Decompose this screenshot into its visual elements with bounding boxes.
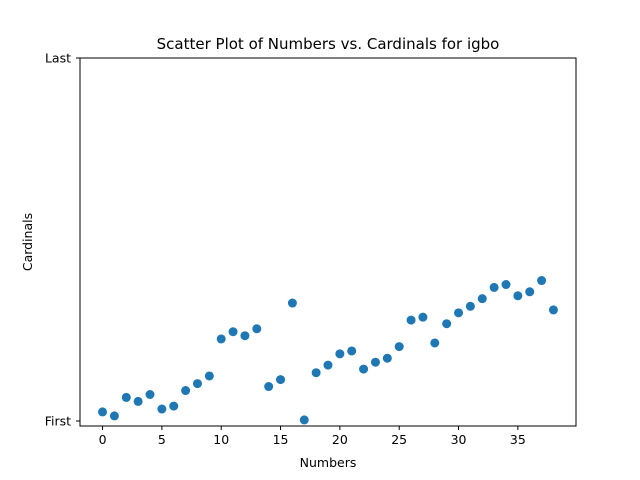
data-point: [442, 319, 452, 329]
data-point: [382, 353, 392, 363]
data-point: [216, 334, 226, 344]
data-point: [489, 282, 499, 292]
data-points: [98, 276, 558, 425]
data-point: [537, 276, 547, 286]
data-point: [430, 338, 440, 348]
x-tick-label: 30: [451, 432, 467, 447]
data-point: [181, 386, 191, 396]
data-point: [145, 390, 155, 400]
data-point: [276, 375, 286, 385]
data-point: [454, 308, 464, 318]
y-tick-label: Last: [45, 51, 71, 66]
data-point: [513, 291, 523, 301]
x-tick-label: 35: [510, 432, 526, 447]
data-point: [240, 331, 250, 341]
x-tick-label: 25: [391, 432, 407, 447]
data-point: [192, 379, 202, 389]
data-point: [133, 396, 143, 406]
data-point: [323, 360, 333, 370]
y-tick-label: First: [45, 414, 71, 429]
data-point: [525, 287, 535, 297]
data-point: [418, 312, 428, 322]
data-point: [252, 324, 262, 334]
data-point: [204, 371, 214, 381]
plot-frame: [79, 57, 577, 427]
data-point: [465, 301, 475, 311]
x-tick-label: 20: [332, 432, 348, 447]
y-axis-label: Cardinals: [20, 213, 35, 271]
data-point: [370, 357, 380, 367]
data-point: [347, 346, 357, 356]
axis-ticks: 0 5 10 15 20 25 30 35 First Last: [45, 51, 526, 448]
x-axis-label: Numbers: [300, 455, 357, 470]
chart-title: Scatter Plot of Numbers vs. Cardinals fo…: [157, 35, 500, 53]
data-point: [548, 305, 558, 315]
data-point: [299, 415, 309, 425]
data-point: [287, 298, 297, 308]
data-point: [477, 294, 487, 304]
x-tick-label: 5: [158, 432, 166, 447]
data-point: [228, 327, 238, 337]
data-point: [406, 315, 416, 325]
data-point: [335, 349, 345, 359]
data-point: [157, 404, 167, 414]
data-point: [169, 401, 179, 411]
data-point: [264, 382, 274, 392]
x-tick-label: 0: [99, 432, 107, 447]
x-tick-label: 10: [213, 432, 229, 447]
data-point: [311, 368, 321, 378]
data-point: [98, 407, 108, 417]
data-point: [109, 411, 119, 421]
data-point: [501, 280, 511, 290]
data-point: [394, 342, 404, 352]
x-tick-label: 15: [273, 432, 289, 447]
data-point: [359, 364, 369, 374]
data-point: [121, 392, 131, 402]
